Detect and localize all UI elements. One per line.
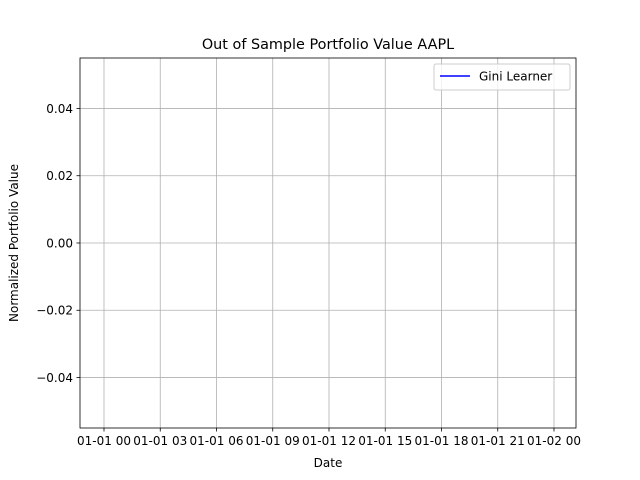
y-tick-label: 0.00 xyxy=(46,236,73,250)
legend-box xyxy=(433,63,571,91)
x-axis-label: Date xyxy=(314,456,343,470)
y-tick-label: −0.04 xyxy=(36,371,73,385)
y-axis-ticks: 0.04 0.02 0.00 −0.02 −0.04 xyxy=(36,102,80,385)
x-tick-label: 01-01 09 xyxy=(246,434,300,448)
x-tick-label: 01-01 18 xyxy=(415,434,469,448)
legend-label-gini-learner: Gini Learner xyxy=(479,70,552,84)
y-tick-label: −0.02 xyxy=(36,304,73,318)
x-tick-label: 01-02 00 xyxy=(527,434,581,448)
x-axis-ticks: 01-01 00 01-01 03 01-01 06 01-01 09 01-01 12… xyxy=(77,428,581,448)
x-tick-label: 01-01 03 xyxy=(133,434,187,448)
chart-title: Out of Sample Portfolio Value AAPL xyxy=(202,37,454,53)
x-tick-label: 01-01 21 xyxy=(471,434,525,448)
grid-lines xyxy=(80,58,576,428)
y-tick-label: 0.02 xyxy=(46,169,73,183)
x-tick-label: 01-01 12 xyxy=(302,434,356,448)
y-tick-label: 0.04 xyxy=(46,102,73,116)
x-tick-label: 01-01 00 xyxy=(77,434,131,448)
x-tick-label: 01-01 06 xyxy=(190,434,244,448)
plot-area-frame xyxy=(79,57,577,429)
x-tick-label: 01-01 15 xyxy=(358,434,412,448)
legend: Gini Learner xyxy=(433,63,571,91)
y-axis-label: Normalized Portfolio Value xyxy=(7,164,21,322)
